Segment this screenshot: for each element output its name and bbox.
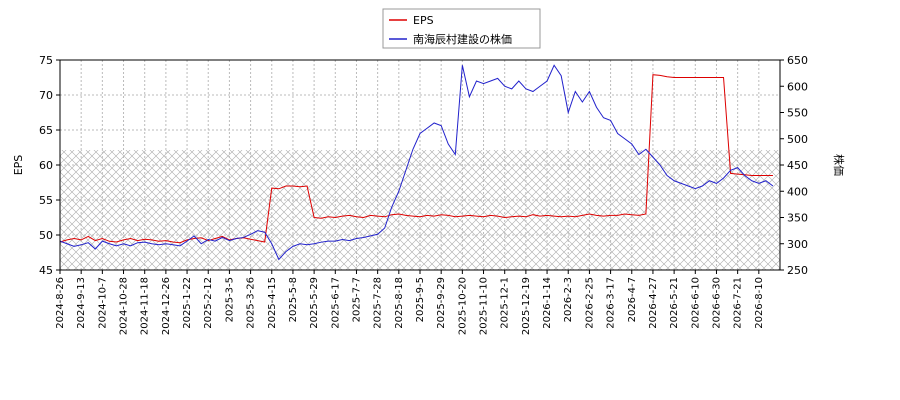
x-tick-label: 2026-1-14: [542, 277, 553, 329]
x-tick-label: 2025-3-5: [224, 277, 235, 322]
x-tick-label: 2025-6-17: [330, 277, 341, 329]
x-tick-label: 2024-11-18: [140, 277, 151, 335]
x-tick-label: 2025-5-8: [288, 277, 299, 322]
x-tick-label: 2026-8-10: [754, 277, 765, 329]
x-tick-label: 2026-2-25: [584, 277, 595, 329]
x-tick-label: 2026-2-3: [563, 277, 574, 322]
y2-tick-label: 300: [787, 238, 808, 251]
x-tick-label: 2024-8-26: [55, 277, 66, 329]
x-tick-label: 2025-8-18: [394, 277, 405, 329]
x-tick-label: 2025-12-1: [500, 277, 511, 329]
x-tick-label: 2026-7-21: [733, 277, 744, 329]
y2-tick-label: 500: [787, 133, 808, 146]
y-tick-label: 70: [39, 89, 53, 102]
y2-tick-label: 550: [787, 107, 808, 120]
y-tick-label: 50: [39, 229, 53, 242]
x-tick-label: 2025-10-20: [457, 277, 468, 335]
y-tick-label: 60: [39, 159, 53, 172]
series-line: [59, 64, 774, 261]
y-tick-label: 55: [39, 194, 53, 207]
x-tick-label: 2025-12-19: [521, 277, 532, 335]
x-tick-label: 2026-4-27: [648, 277, 659, 329]
legend-box: [382, 8, 541, 49]
x-tick-label: 2025-9-5: [415, 277, 426, 322]
y2-tick-label: 400: [787, 185, 808, 198]
y2-axis-label: 株価: [832, 154, 846, 176]
y2-tick-label: 650: [787, 54, 808, 67]
x-tick-label: 2025-11-10: [479, 277, 490, 335]
legend-label: 南海辰村建設の株価: [413, 32, 512, 46]
x-tick-label: 2025-7-7: [351, 277, 362, 322]
x-tick-label: 2025-2-12: [203, 277, 214, 329]
x-tick-label: 2024-12-26: [161, 277, 172, 335]
x-tick-label: 2026-3-17: [606, 277, 617, 329]
y2-tick-label: 250: [787, 264, 808, 277]
x-tick-label: 2026-6-10: [690, 277, 701, 329]
y-tick-label: 75: [39, 54, 53, 67]
x-tick-label: 2025-7-28: [373, 277, 384, 329]
x-tick-label: 2024-10-28: [119, 277, 130, 335]
y-tick-label: 65: [39, 124, 53, 137]
x-tick-label: 2024-9-13: [76, 277, 87, 329]
y2-tick-label: 600: [787, 80, 808, 93]
x-tick-label: 2025-9-29: [436, 277, 447, 329]
x-tick-label: 2025-4-15: [267, 277, 278, 329]
x-tick-label: 2025-3-26: [246, 277, 257, 329]
x-tick-label: 2025-5-29: [309, 277, 320, 329]
x-tick-label: 2025-1-22: [182, 277, 193, 329]
x-tick-label: 2026-5-21: [669, 277, 680, 329]
y2-tick-label: 350: [787, 212, 808, 225]
legend-label: EPS: [413, 14, 434, 27]
y-axis-label: EPS: [12, 155, 25, 176]
x-tick-label: 2026-6-30: [711, 277, 722, 329]
x-tick-label: 2026-4-7: [627, 277, 638, 322]
x-tick-label: 2024-10-7: [97, 277, 108, 329]
y-tick-label: 45: [39, 264, 53, 277]
y2-tick-label: 450: [787, 159, 808, 172]
series-line: [59, 74, 773, 244]
